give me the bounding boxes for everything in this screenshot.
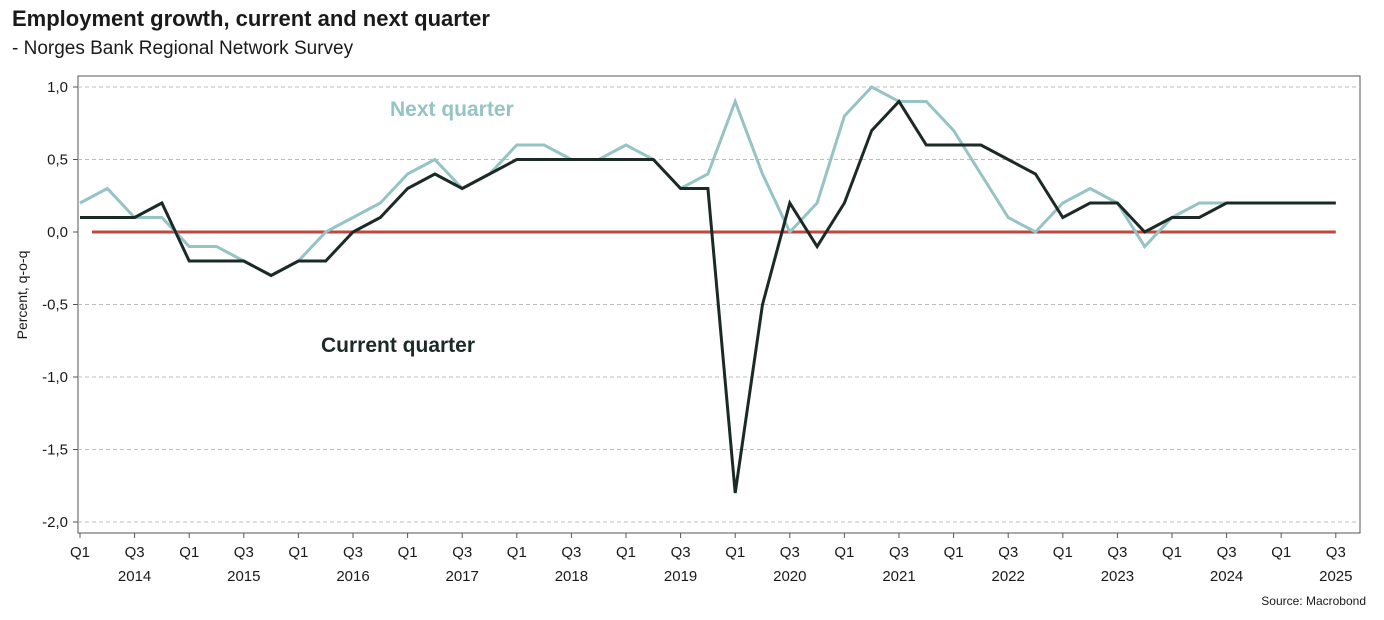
x-axis-ticks: Q1 Q3 Q1 Q3 Q1 Q3 Q1 Q3 Q1 Q3 Q1 Q3 Q1 Q3 Q1 Q3 Q1 Q3 Q1 Q3… <box>70 533 1352 585</box>
y-tick-label: 0,0 <box>47 224 68 241</box>
x-tick-label-year: 2018 <box>555 568 588 585</box>
x-tick-label-year: 2020 <box>773 568 806 585</box>
series-line-next-quarter <box>79 85 1336 278</box>
x-tick-label-quarter: Q3 <box>1217 544 1237 561</box>
source-note: Source: Macrobond <box>1261 594 1366 608</box>
series-label-current-quarter: Current quarter <box>321 334 475 357</box>
x-tick-label-year: 2021 <box>882 568 915 585</box>
x-tick-label-quarter: Q3 <box>889 544 909 561</box>
x-tick-label-quarter: Q3 <box>343 544 363 561</box>
x-tick-label-quarter: Q3 <box>1326 544 1346 561</box>
x-tick-label-quarter: Q1 <box>398 544 418 561</box>
series-lines <box>79 85 1336 494</box>
x-tick-label-quarter: Q1 <box>725 544 745 561</box>
x-tick-label-quarter: Q3 <box>234 544 254 561</box>
x-tick-label-quarter: Q1 <box>179 544 199 561</box>
x-tick-label-quarter: Q3 <box>452 544 472 561</box>
x-tick-label-quarter: Q1 <box>616 544 636 561</box>
x-tick-label-year: 2014 <box>118 568 151 585</box>
x-tick-label-year: 2023 <box>1101 568 1134 585</box>
x-tick-label-quarter: Q3 <box>1107 544 1127 561</box>
x-tick-label-year: 2016 <box>336 568 369 585</box>
x-tick-label-quarter: Q3 <box>671 544 691 561</box>
x-tick-label-quarter: Q1 <box>1271 544 1291 561</box>
x-tick-label-quarter: Q3 <box>125 544 145 561</box>
y-tick-label: 1,0 <box>47 79 68 96</box>
series-label-next-quarter: Next quarter <box>390 98 514 121</box>
series-line-current-quarter <box>80 99 1336 494</box>
x-tick-label-quarter: Q1 <box>944 544 964 561</box>
x-tick-label-year: 2015 <box>227 568 260 585</box>
y-tick-label: -0,5 <box>42 297 68 314</box>
chart-subtitle: - Norges Bank Regional Network Survey <box>12 38 354 59</box>
x-tick-label-quarter: Q3 <box>780 544 800 561</box>
x-tick-label-quarter: Q3 <box>561 544 581 561</box>
x-tick-label-year: 2024 <box>1210 568 1243 585</box>
x-tick-label-quarter: Q1 <box>70 544 90 561</box>
y-tick-label: -2,0 <box>42 514 68 531</box>
chart-title: Employment growth, current and next quar… <box>12 6 490 31</box>
x-tick-label-year: 2019 <box>664 568 697 585</box>
y-tick-label: -1,5 <box>42 442 68 459</box>
x-tick-label-year: 2025 <box>1319 568 1352 585</box>
x-tick-label-quarter: Q3 <box>998 544 1018 561</box>
x-tick-label-year: 2022 <box>992 568 1025 585</box>
x-tick-label-quarter: Q1 <box>288 544 308 561</box>
x-tick-label-quarter: Q1 <box>1053 544 1073 561</box>
y-axis-ticks: 1,0 0,5 0,0 -0,5 -1,0 -1,5 -2,0 <box>42 79 78 531</box>
x-tick-label-quarter: Q1 <box>1162 544 1182 561</box>
y-tick-label: 0,5 <box>47 152 68 169</box>
y-axis-label: Percent, q-o-q <box>14 251 30 340</box>
y-tick-label: -1,0 <box>42 369 68 386</box>
x-tick-label-quarter: Q1 <box>834 544 854 561</box>
x-tick-label-quarter: Q1 <box>507 544 527 561</box>
x-tick-label-year: 2017 <box>446 568 479 585</box>
